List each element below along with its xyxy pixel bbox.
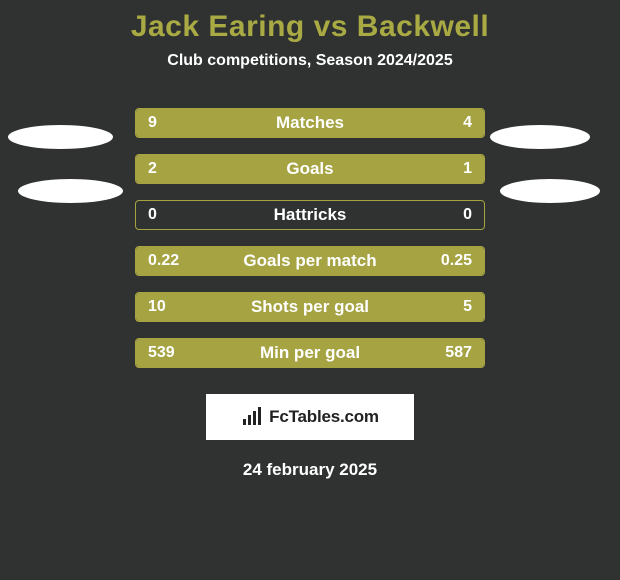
brand-text: FcTables.com (269, 407, 379, 427)
bar-chart-icon (241, 407, 263, 427)
decor-ellipse (500, 179, 600, 203)
stat-row: 0.22 Goals per match 0.25 (0, 238, 620, 284)
stat-label: Shots per goal (251, 297, 369, 317)
stat-right-value: 0 (463, 206, 472, 224)
page-title: Jack Earing vs Backwell (0, 0, 620, 44)
stat-label: Matches (276, 113, 344, 133)
stat-row: 539 Min per goal 587 (0, 330, 620, 376)
stat-bar: 539 Min per goal 587 (135, 338, 485, 368)
stat-left-value: 0.22 (148, 252, 179, 270)
stat-left-value: 2 (148, 160, 157, 178)
brand-badge: FcTables.com (206, 394, 414, 440)
stat-bar: 0 Hattricks 0 (135, 200, 485, 230)
stat-row: 10 Shots per goal 5 (0, 284, 620, 330)
subtitle: Club competitions, Season 2024/2025 (0, 52, 620, 70)
stat-bar: 0.22 Goals per match 0.25 (135, 246, 485, 276)
stat-left-value: 10 (148, 298, 166, 316)
stat-left-value: 0 (148, 206, 157, 224)
stat-right-value: 587 (445, 344, 472, 362)
stat-bar: 9 Matches 4 (135, 108, 485, 138)
stat-right-value: 5 (463, 298, 472, 316)
stat-left-value: 539 (148, 344, 175, 362)
stat-label: Goals per match (243, 251, 376, 271)
stat-bar: 2 Goals 1 (135, 154, 485, 184)
decor-ellipse (8, 125, 113, 149)
stat-label: Hattricks (274, 205, 347, 225)
stat-right-value: 1 (463, 160, 472, 178)
decor-ellipse (18, 179, 123, 203)
stat-bar: 10 Shots per goal 5 (135, 292, 485, 322)
stat-right-value: 4 (463, 114, 472, 132)
decor-ellipse (490, 125, 590, 149)
date-text: 24 february 2025 (0, 460, 620, 480)
stat-right-value: 0.25 (441, 252, 472, 270)
stat-label: Goals (286, 159, 333, 179)
stat-left-value: 9 (148, 114, 157, 132)
stat-label: Min per goal (260, 343, 360, 363)
